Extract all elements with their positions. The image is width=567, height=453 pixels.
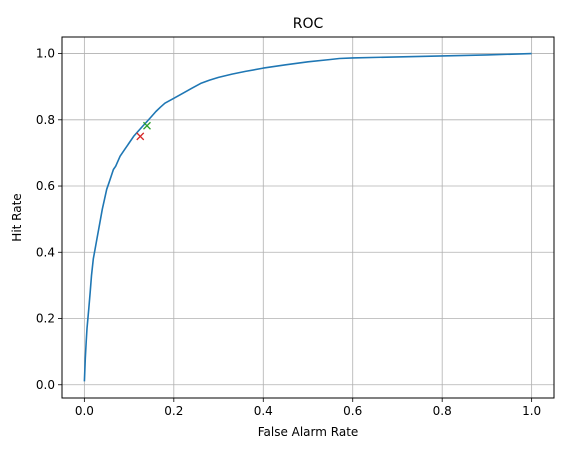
threshold-marker: [136, 132, 145, 141]
x-axis-ticks: 0.0 0.2 0.4 0.6 0.8 1.0: [75, 398, 541, 418]
plot-frame: [61, 36, 555, 399]
x-tick-label: 0.8: [433, 404, 452, 418]
y-tick-label: 0.0: [36, 378, 55, 392]
roc-curve-line: [83, 52, 532, 382]
marker-stroke: [143, 121, 151, 130]
marker-layer: [136, 121, 151, 141]
chart-title: ROC: [293, 16, 324, 32]
x-tick-label: 0.6: [343, 404, 362, 418]
y-tick-label: 0.4: [36, 245, 55, 259]
marker-stroke: [136, 132, 145, 141]
grid: [62, 37, 554, 398]
x-tick-label: 1.0: [522, 404, 541, 418]
y-tick-label: 0.8: [36, 113, 55, 127]
x-tick-label: 0.4: [254, 404, 273, 418]
y-axis-ticks: 0.0 0.2 0.4 0.6 0.8 1.0: [36, 47, 62, 392]
x-axis-label: False Alarm Rate: [258, 425, 359, 439]
y-tick-label: 1.0: [36, 47, 55, 61]
y-axis-label: Hit Rate: [10, 193, 24, 241]
threshold-marker: [143, 121, 151, 130]
series-layer: [83, 52, 532, 382]
y-tick-label: 0.2: [36, 312, 55, 326]
y-tick-label: 0.6: [36, 179, 55, 193]
x-tick-label: 0.0: [75, 404, 94, 418]
x-tick-label: 0.2: [164, 404, 183, 418]
